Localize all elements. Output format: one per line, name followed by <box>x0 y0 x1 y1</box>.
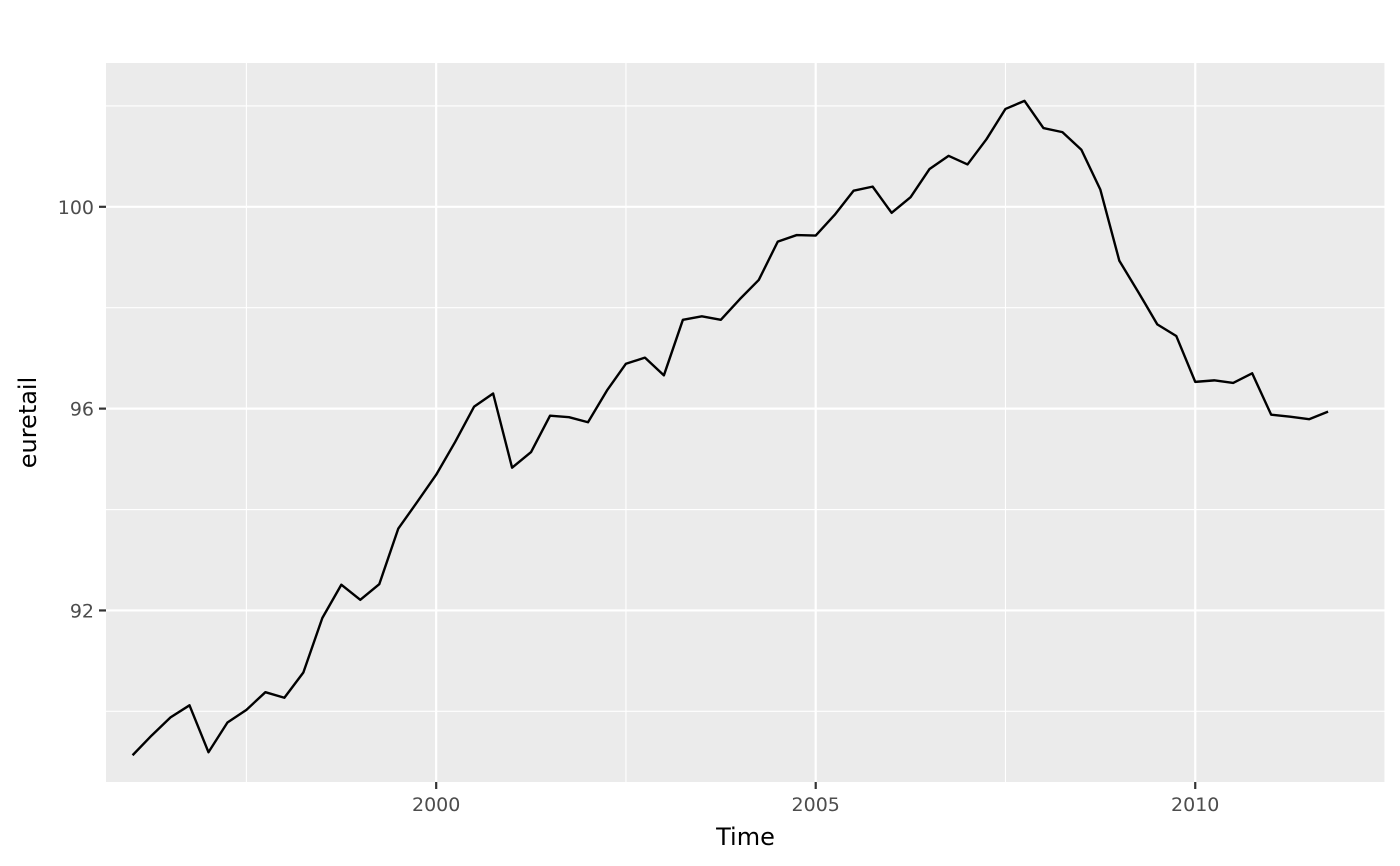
y-tick-label: 100 <box>58 197 94 219</box>
plot-background <box>106 63 1385 782</box>
x-tick-label: 2010 <box>1171 794 1219 816</box>
x-axis-title: Time <box>715 823 775 851</box>
tick-labels: 2000 2005 2010 92 96 100 <box>58 197 1220 816</box>
x-tick-label: 2000 <box>412 794 460 816</box>
axis-ticks <box>99 205 1197 789</box>
series-layer <box>131 99 1329 757</box>
y-axis-title: euretail <box>14 377 42 469</box>
y-tick-label: 92 <box>70 600 94 622</box>
minor-gridlines <box>106 63 1386 782</box>
major-gridlines <box>106 63 1385 782</box>
series-line-euretail <box>131 99 1329 757</box>
x-tick-label: 2005 <box>792 794 840 816</box>
y-tick-label: 96 <box>70 399 94 421</box>
